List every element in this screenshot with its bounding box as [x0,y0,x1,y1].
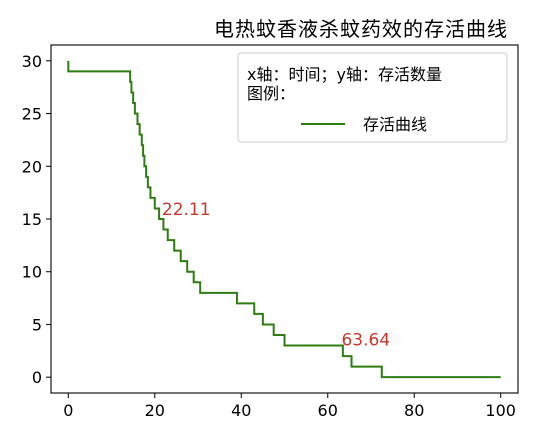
y-tick-label: 15 [22,210,42,229]
annotation-label: 22.11 [162,200,211,220]
legend-title-line: 图例： [247,84,295,103]
y-tick-label: 0 [32,368,42,387]
y-tick-label: 25 [22,105,42,124]
annotation-layer: 22.11 63.64 [162,200,390,351]
y-tick-label: 5 [32,315,42,334]
legend: x轴：时间；y轴：存活数量图例： 存活曲线 [237,52,508,143]
legend-box [237,52,508,143]
y-tick-label: 20 [22,157,42,176]
x-tick-label: 20 [145,401,165,420]
legend-entry-label: 存活曲线 [363,115,427,134]
chart-title: 电热蚊香液杀蚊药效的存活曲线 [214,17,508,41]
x-tick-label: 60 [318,401,338,420]
y-tick-label: 10 [22,263,42,282]
legend-title: x轴：时间；y轴：存活数量图例： [247,65,442,103]
y-tick-label: 30 [22,52,42,71]
x-tick-label: 80 [404,401,424,420]
series-layer [67,60,501,379]
series-line [67,60,501,379]
legend-title-line: x轴：时间；y轴：存活数量 [247,65,442,84]
x-tick-label: 40 [231,401,251,420]
annotation-label: 63.64 [341,331,390,351]
x-axis: 0 20 40 60 80 100 [63,393,516,420]
x-tick-label: 100 [485,401,516,420]
x-tick-label: 0 [63,401,73,420]
y-axis: 0 5 10 15 20 25 30 [22,52,51,387]
